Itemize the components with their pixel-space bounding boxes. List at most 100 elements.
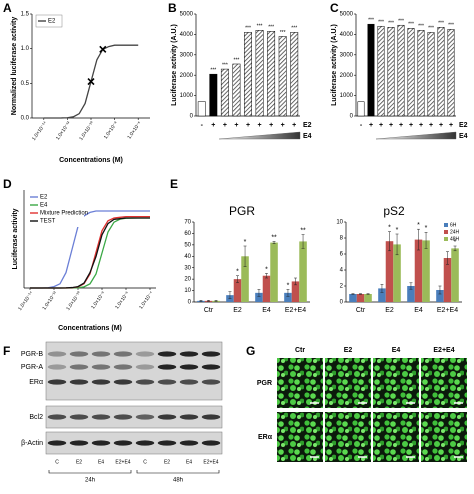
band	[179, 351, 199, 357]
x-axis-label: Concentrations (M)	[58, 325, 122, 332]
panel-letter: D	[3, 177, 12, 191]
y-tick-label: 50	[184, 242, 191, 248]
band	[69, 364, 89, 370]
treatment-sign: +	[429, 122, 433, 129]
bar	[209, 73, 218, 117]
band	[135, 379, 155, 385]
y-tick-label: 4000	[340, 32, 354, 38]
line	[30, 217, 150, 289]
y-tick-label: 10	[184, 288, 191, 294]
treatment-sign: -	[201, 122, 204, 129]
lane-label: E2+E4	[203, 459, 218, 465]
bar	[270, 242, 278, 302]
bar	[443, 258, 452, 302]
y-tick-label: 60	[184, 231, 191, 237]
band	[135, 351, 155, 357]
band	[47, 364, 67, 370]
bar	[290, 32, 299, 117]
y-tick-label: 6	[340, 252, 344, 258]
bar	[436, 290, 444, 302]
lane-label: C	[143, 459, 147, 465]
significance: ***	[257, 24, 263, 30]
x-tick-label: 1.0×10⁻⁸	[90, 290, 106, 310]
legend-box	[35, 14, 63, 28]
bar	[356, 294, 365, 302]
band	[157, 414, 177, 420]
band	[69, 379, 89, 385]
significance: ***	[280, 30, 286, 36]
y-tick-label: 5000	[340, 12, 354, 18]
band	[157, 440, 177, 446]
treatment-sign: +	[292, 122, 296, 129]
y-tick-label: 5000	[180, 12, 194, 18]
significance: ***	[438, 21, 444, 27]
legend-label: E4	[40, 203, 48, 209]
legend-swatch	[444, 230, 448, 234]
bar	[407, 28, 415, 117]
timepoint-label: 24h	[85, 478, 95, 484]
band	[69, 351, 89, 357]
treatment-sign: +	[246, 122, 250, 129]
bar	[233, 279, 242, 302]
band	[113, 379, 133, 385]
significance: ***	[245, 26, 251, 32]
error-bar	[438, 285, 442, 295]
bar	[451, 248, 459, 302]
bar	[291, 281, 300, 302]
column-label: E2	[344, 347, 353, 354]
y-tick-label: 2	[340, 284, 344, 290]
bar	[262, 275, 271, 302]
bar	[397, 24, 405, 117]
band	[179, 379, 199, 385]
lane-label: E2	[164, 459, 170, 465]
error-bar	[351, 293, 355, 295]
treatment-sign: +	[379, 122, 383, 129]
y-tick-label: 0	[350, 114, 354, 120]
bar	[255, 30, 264, 117]
lane-label: E2+E4	[115, 459, 130, 465]
significance: *	[454, 239, 457, 246]
band	[113, 440, 133, 446]
y-tick-label: 2000	[180, 73, 194, 79]
column-label: E2+E4	[433, 347, 454, 354]
micrograph	[373, 412, 419, 462]
micrographs: G Ctr E2 E4 E2+E4 PGR ERα	[246, 344, 467, 462]
bar	[447, 29, 455, 117]
column-label: E4	[392, 347, 401, 354]
band-label: PGR-B	[21, 351, 44, 358]
y-tick-label: 0	[188, 300, 192, 306]
treatment-sign: +	[258, 122, 262, 129]
y-tick-label: 0	[190, 114, 194, 120]
lane-label: E4	[186, 459, 192, 465]
y-tick-label: 1000	[180, 93, 194, 99]
error-bar	[388, 231, 391, 252]
y-tick-label: 0.5	[21, 81, 30, 87]
bracket	[48, 470, 132, 474]
x-tick-label: E4	[262, 307, 271, 314]
error-bar	[446, 251, 449, 265]
y-tick-label: 20	[184, 277, 191, 283]
y-tick-label: 1000	[340, 93, 354, 99]
error-bar	[294, 277, 297, 286]
band	[91, 379, 111, 385]
band	[91, 351, 111, 357]
micrograph	[325, 358, 371, 408]
treatment-sign: +	[223, 122, 227, 129]
error-bar	[409, 282, 413, 290]
bar	[437, 27, 445, 117]
band	[91, 364, 111, 370]
x-tick-label: 1.0×10⁻⁴	[138, 290, 155, 310]
bar	[197, 101, 206, 117]
treatment-sign: +	[234, 122, 238, 129]
error-bar	[301, 234, 305, 249]
x-tick-label: 1.0×10⁻⁸	[103, 120, 119, 140]
x-tick-label: E2	[233, 307, 242, 314]
y-tick-label: 1.0	[21, 46, 30, 52]
panel-letter: C	[330, 1, 339, 15]
band	[157, 364, 177, 370]
legend-swatch	[444, 237, 448, 241]
bar	[378, 288, 386, 302]
y-axis-label: Normalized luciferase activity	[11, 17, 18, 116]
error-bar	[272, 241, 276, 244]
significance: *	[417, 222, 420, 229]
